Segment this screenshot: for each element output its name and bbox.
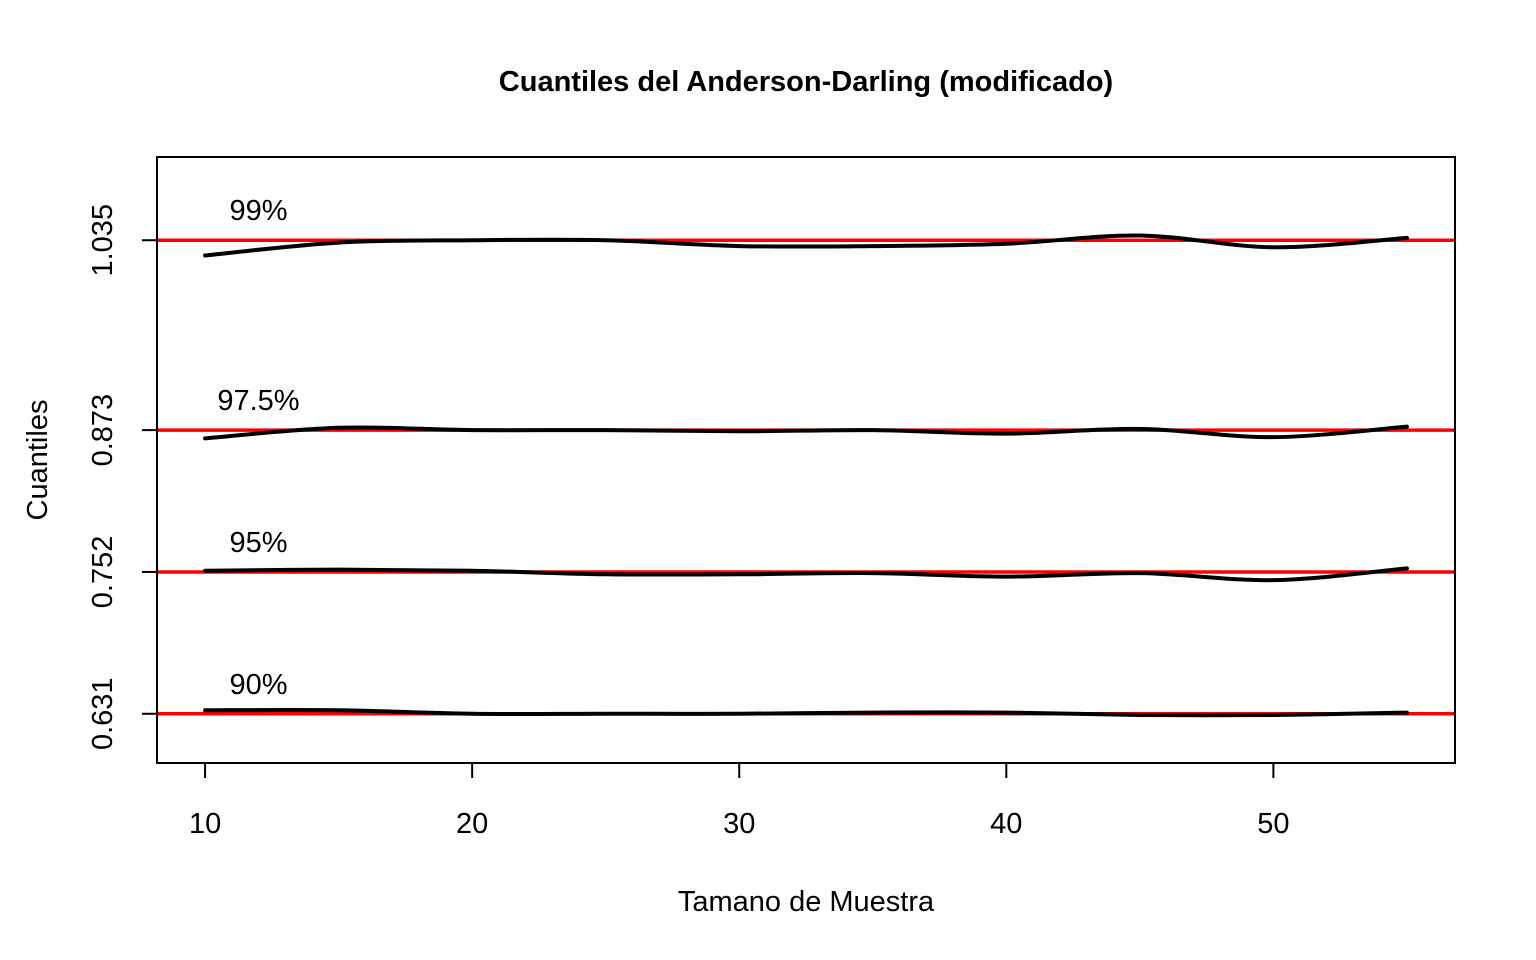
y-tick-label-1.035: 1.035 — [87, 204, 119, 277]
series-line-99 — [203, 233, 1409, 258]
series-label-95: 95% — [229, 527, 287, 559]
y-tick-label-0.631: 0.631 — [87, 677, 119, 750]
x-tick-label-50: 50 — [1257, 808, 1289, 840]
y-tick-label-0.752: 0.752 — [87, 536, 119, 609]
x-tick-label-40: 40 — [990, 808, 1022, 840]
x-tick-label-30: 30 — [723, 808, 755, 840]
x-axis-label: Tamano de Muestra — [678, 886, 935, 918]
y-tick-label-0.873: 0.873 — [87, 394, 119, 467]
x-tick-label-20: 20 — [456, 808, 488, 840]
series-line-90 — [203, 707, 1409, 718]
y-axis-label: Cuantiles — [22, 400, 54, 521]
series-line-95 — [203, 566, 1409, 583]
series-label-975: 97.5% — [217, 385, 299, 417]
chart-title: Cuantiles del Anderson-Darling (modifica… — [499, 66, 1113, 98]
series-label-99: 99% — [229, 195, 287, 227]
x-tick-label-10: 10 — [189, 808, 221, 840]
plot-area — [157, 233, 1455, 718]
series-line-975 — [203, 424, 1409, 441]
series-label-90: 90% — [229, 669, 287, 701]
